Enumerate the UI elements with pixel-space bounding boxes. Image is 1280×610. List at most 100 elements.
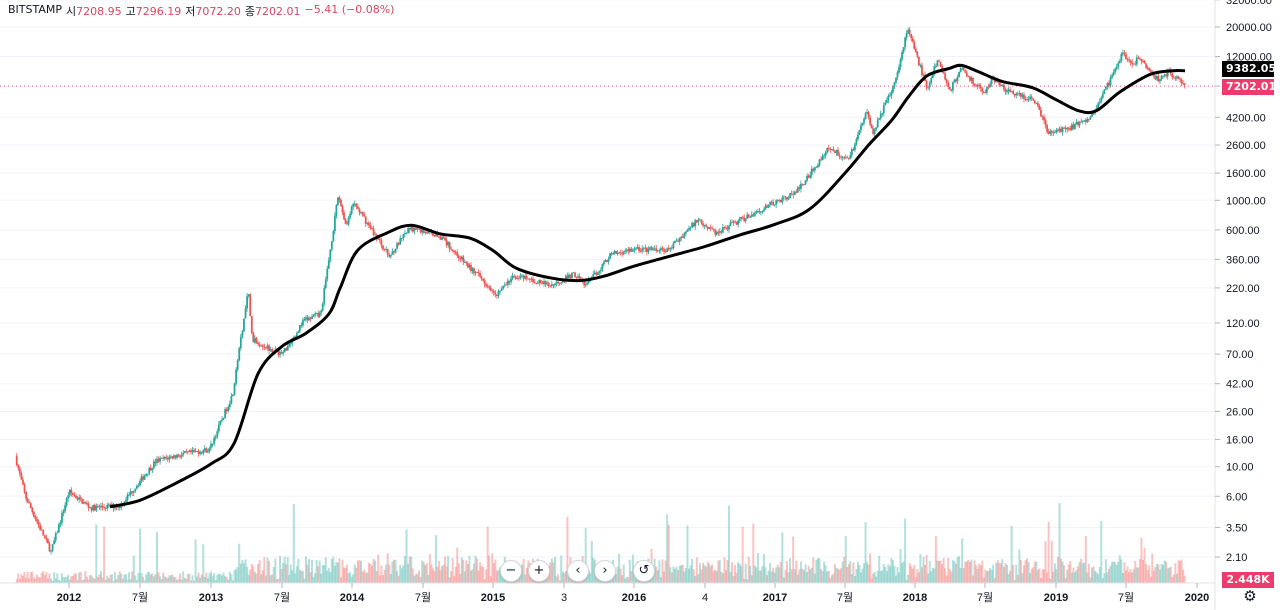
- candle-body: [899, 59, 902, 68]
- candle-body: [312, 315, 315, 317]
- candle-body: [1104, 86, 1107, 90]
- volume-bar: [26, 571, 29, 583]
- candle-body: [1077, 121, 1079, 126]
- zoom-out-button[interactable]: −: [500, 560, 522, 582]
- candle-body: [863, 118, 865, 123]
- candle-body: [491, 290, 494, 292]
- candle-body: [332, 231, 335, 242]
- candle-body: [444, 237, 446, 241]
- candle-body: [644, 247, 647, 249]
- volume-bar: [750, 575, 753, 583]
- volume-bar: [339, 577, 342, 583]
- volume-bar: [732, 575, 735, 583]
- volume-bar: [444, 556, 447, 583]
- candle-body: [265, 347, 267, 349]
- zoom-in-button[interactable]: +: [528, 560, 550, 582]
- volume-bar: [721, 573, 724, 583]
- x-tick-label: 7월: [977, 591, 993, 604]
- volume-bar: [468, 555, 471, 583]
- volume-bar: [796, 574, 799, 583]
- volume-bar: [731, 562, 734, 583]
- candle-body: [87, 504, 90, 508]
- candle-body: [987, 86, 990, 88]
- volume-bar: [675, 566, 678, 583]
- volume-bar: [149, 574, 152, 583]
- candle-body: [255, 338, 258, 343]
- volume-bar: [560, 555, 563, 583]
- candle-body: [400, 238, 403, 240]
- candle-body: [1075, 121, 1078, 125]
- volume-bar: [856, 561, 859, 583]
- volume-bar: [408, 556, 411, 583]
- candle-body: [563, 281, 566, 283]
- candle-body: [873, 129, 876, 134]
- candle-body: [364, 216, 367, 224]
- candle-body: [798, 187, 801, 189]
- volume-bar: [338, 558, 341, 583]
- volume-bar: [255, 573, 258, 583]
- candle-body: [165, 456, 168, 459]
- candle-body: [790, 193, 793, 195]
- candle-body: [670, 247, 673, 249]
- volume-bar: [81, 580, 84, 583]
- volume-bar: [98, 574, 101, 583]
- candle-body: [163, 456, 166, 459]
- candle-body: [98, 506, 101, 508]
- y-tick-label: 42.00: [1226, 379, 1254, 391]
- candle-body: [804, 180, 807, 185]
- candle-body: [333, 215, 336, 232]
- candle-body: [1162, 75, 1164, 77]
- candle-body: [752, 214, 755, 216]
- candle-body: [684, 231, 687, 234]
- candle-body: [232, 394, 234, 396]
- volume-bar: [592, 557, 595, 583]
- candle-body: [726, 227, 729, 230]
- candle-body: [647, 248, 650, 252]
- candle-body: [999, 85, 1002, 87]
- volume-bar: [129, 579, 132, 583]
- candle-body: [706, 226, 709, 229]
- volume-badge: 2.448K: [1222, 572, 1274, 588]
- scroll-left-button[interactable]: ‹: [567, 560, 589, 582]
- volume-bar: [363, 569, 366, 583]
- volume-bar: [706, 561, 709, 583]
- volume-bar: [152, 576, 155, 583]
- candle-body: [1084, 120, 1087, 123]
- candle-body: [758, 211, 761, 213]
- x-tick-label: 7월: [415, 591, 431, 604]
- candle-body: [901, 52, 903, 60]
- candle-body: [160, 457, 163, 459]
- volume-bar: [148, 571, 151, 583]
- volume-bar: [375, 570, 378, 583]
- candle-body: [70, 489, 73, 494]
- candle-body: [823, 155, 826, 157]
- candle-body: [285, 348, 288, 351]
- candle-body: [131, 491, 134, 493]
- volume-bar: [1083, 562, 1086, 583]
- volume-bar: [621, 575, 624, 583]
- settings-gear-icon[interactable]: ⚙: [1243, 587, 1257, 605]
- candle-body: [864, 113, 867, 119]
- volume-bar: [471, 569, 474, 583]
- candle-body: [895, 77, 897, 83]
- volume-bar: [1128, 572, 1131, 583]
- volume-bar: [220, 575, 223, 583]
- volume-bar: [378, 575, 381, 583]
- volume-bar: [1129, 569, 1132, 583]
- candle-body: [468, 264, 471, 268]
- reset-chart-button[interactable]: ↺: [633, 560, 655, 582]
- volume-bar: [798, 569, 801, 583]
- volume-bar: [772, 567, 775, 583]
- volume-bar: [525, 567, 528, 583]
- candle-body: [846, 157, 849, 159]
- volume-bar: [15, 578, 18, 583]
- scroll-right-button[interactable]: ›: [594, 560, 616, 582]
- volume-bar: [549, 562, 552, 583]
- candle-body: [1109, 77, 1112, 86]
- volume-bar: [522, 558, 525, 583]
- volume-bar: [53, 571, 56, 583]
- candle-body: [476, 272, 478, 273]
- candle-body: [986, 86, 988, 93]
- volume-bar: [92, 577, 95, 583]
